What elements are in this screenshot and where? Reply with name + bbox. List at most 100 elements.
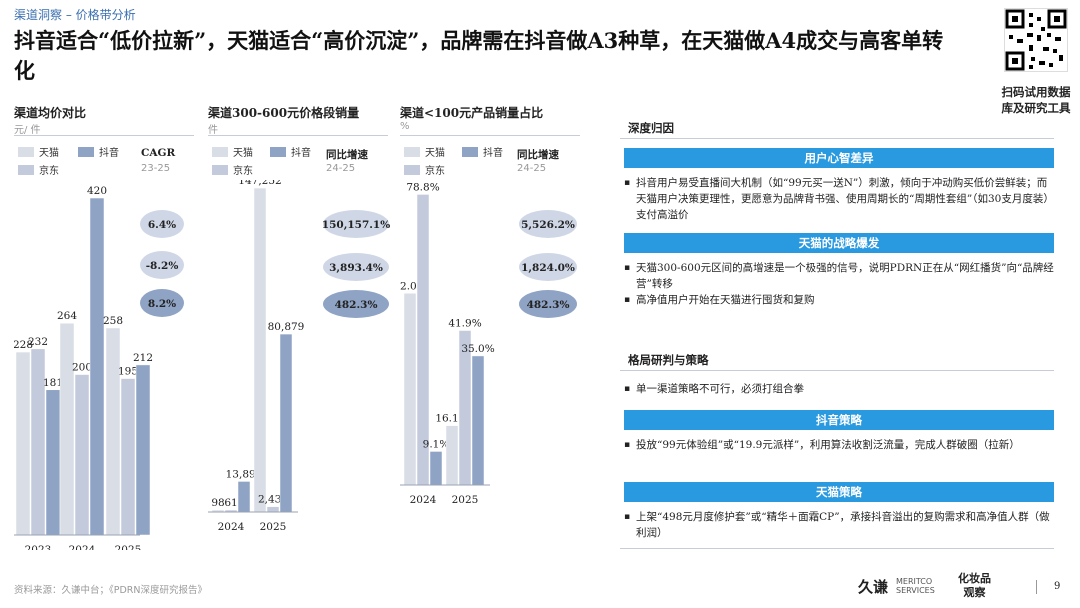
strategy-bar-douyin: 抖音策略 [624,410,1054,430]
strategy-bullets-1: 投放“99元体验组”或“19.9元派样”，利用算法收割泛流量，完成人群破圈（拉新… [624,437,1054,453]
growth-value: 150,157.1% [322,219,390,231]
qr-code[interactable] [1004,8,1068,72]
strategy-bar-tmall: 天猫策略 [624,482,1054,502]
bar-天猫-2025 [105,327,121,536]
legend-label: 京东 [39,166,59,177]
chart2-growth-title: 同比增速 [326,149,368,161]
data-label-抖音-2024: 13,890 [226,468,263,480]
data-label-抖音-2025: 80,879 [268,321,305,333]
chart3-legend-douyin: 抖音 [462,144,503,159]
bar-抖音-2025 [135,364,151,536]
chart3-title: 渠道<100元产品销量占比 [400,106,544,120]
data-label-京东-2023: 232 [28,336,48,348]
chart2-legend-jd: 京东 [212,162,253,177]
bar-京东-2024 [74,374,90,536]
insight-divider [620,138,1054,139]
qr-code-icon [1005,9,1067,71]
growth-value: 1,824.0% [521,262,575,274]
legend-swatch-douyin [270,146,286,157]
insight-bullets-1: 抖音用户易受直播间大机制（如“99元买一送N”）刺激，倾向于冲动购买低价尝鲜装；… [624,175,1054,223]
growth-oval [140,251,184,279]
chart3-legend-jd: 京东 [404,162,445,177]
growth-value: 5,526.2% [521,219,575,231]
data-label-抖音-2024: 9.1% [423,438,450,450]
chart2-divider [208,135,388,136]
chart3-unit: % [400,121,410,132]
chart2-plot: 98 6113,8902024147,2522,43680,8792025150,… [208,180,390,533]
growth-oval [323,210,389,238]
chart2-growth-sub: 24-25 [326,163,356,174]
growth-value: 6.4% [148,219,176,231]
data-label-天猫-2023: 228 [14,339,33,351]
data-label-天猫-2025: 147,252 [238,180,281,187]
bullet-item: 投放“99元体验组”或“19.9元派样”，利用算法收割泛流量，完成人群破圈（拉新… [624,437,1054,453]
data-label-抖音-2024: 420 [87,185,107,197]
strategy-bullets-2: 上架“498元月度修护套”或“精华＋面霜CP”，承接抖音溢出的复购需求和高净值人… [624,509,1054,541]
chart3-legend-tmall: 天猫 [404,144,445,159]
chart3-divider [400,135,580,136]
growth-value: 8.2% [148,298,176,310]
chart3-growth-title: 同比增速 [517,149,559,161]
section-tag: 渠道洞察 – 价格带分析 [14,8,136,22]
chart2-legend-douyin: 抖音 [270,144,311,159]
legend-label: 抖音 [291,148,311,159]
legend-label: 天猫 [233,148,253,159]
meritco-logo-mark: 久谦 [858,578,889,596]
growth-oval [519,253,577,281]
insight-bar-user-mind: 用户心智差异 [624,148,1054,168]
chart2-unit: 件 [208,125,218,136]
chart1-unit: 元/ 件 [14,125,41,136]
bar-抖音-2025 [279,333,293,513]
data-label-天猫-2024: 98 [211,497,224,509]
x-tick-label: 2024 [69,544,96,550]
bullet-item: 天猫300-600元区间的高增速是一个极强的信号，说明PDRN正在从“网红播货”… [624,260,1054,292]
growth-oval [323,290,389,318]
insight-bar-tmall-strategy: 天猫的战略爆发 [624,233,1054,253]
chart1-legend-jd: 京东 [18,162,59,177]
bullet-item: 高净值用户开始在天猫进行囤货和复购 [624,292,1054,308]
cosmetics-observer-logo: 化妆品 观察 [958,572,991,600]
chart3-plot: 52.0%78.8%9.1%202416.1%41.9%35.0%20255,5… [400,181,577,506]
chart1-legend-tmall: 天猫 [18,144,59,159]
x-tick-label: 2025 [260,521,287,533]
strategy-divider [620,370,1054,371]
legend-swatch-douyin [78,146,94,157]
page-number: 9 [1054,581,1061,592]
chart2-legend-tmall: 天猫 [212,144,253,159]
legend-label: 天猫 [425,148,445,159]
legend-label: 抖音 [483,148,503,159]
bullet-item: 单一渠道策略不可行，必须打组合拳 [624,381,1054,397]
logo2-line1: 化妆品 [958,572,991,585]
legend-swatch-jd [404,164,420,175]
growth-oval [323,253,389,281]
legend-label: 抖音 [99,148,119,159]
legend-label: 天猫 [39,148,59,159]
legend-swatch-tmall [18,146,34,157]
footer-divider [1036,580,1037,594]
bar-京东-2025 [266,506,280,513]
growth-value: -8.2% [146,260,179,272]
legend-swatch-jd [212,164,228,175]
bar-抖音-2024 [89,197,105,536]
data-label-京东-2025: 195 [118,366,138,378]
chart2-title: 渠道300-600元价格段销量 [208,106,360,120]
data-label-抖音-2025: 35.0% [461,343,494,355]
chart1-divider [14,135,194,136]
x-tick-label: 2024 [218,521,245,533]
growth-oval [140,210,184,238]
data-label-京东-2025: 41.9% [448,317,481,329]
bar-天猫-2024 [59,322,75,536]
panel-bottom-line [620,548,1054,549]
legend-swatch-tmall [212,146,228,157]
chart1-legend-douyin: 抖音 [78,144,119,159]
logo2-line2: 观察 [963,586,986,599]
growth-value: 482.3% [527,299,570,311]
growth-value: 3,893.4% [329,262,383,274]
growth-oval [519,290,577,318]
bullet-item: 抖音用户易受直播间大机制（如“99元买一送N”）刺激，倾向于冲动购买低价尝鲜装；… [624,175,1054,223]
meritco-logo-line2: SERVICES [896,586,935,595]
qr-caption: 扫码试用数据库及研究工具 [1001,85,1071,115]
bar-京东-2025 [120,378,136,536]
strategy-title: 格局研判与策略 [628,353,709,367]
data-label-天猫-2024: 264 [57,310,77,322]
